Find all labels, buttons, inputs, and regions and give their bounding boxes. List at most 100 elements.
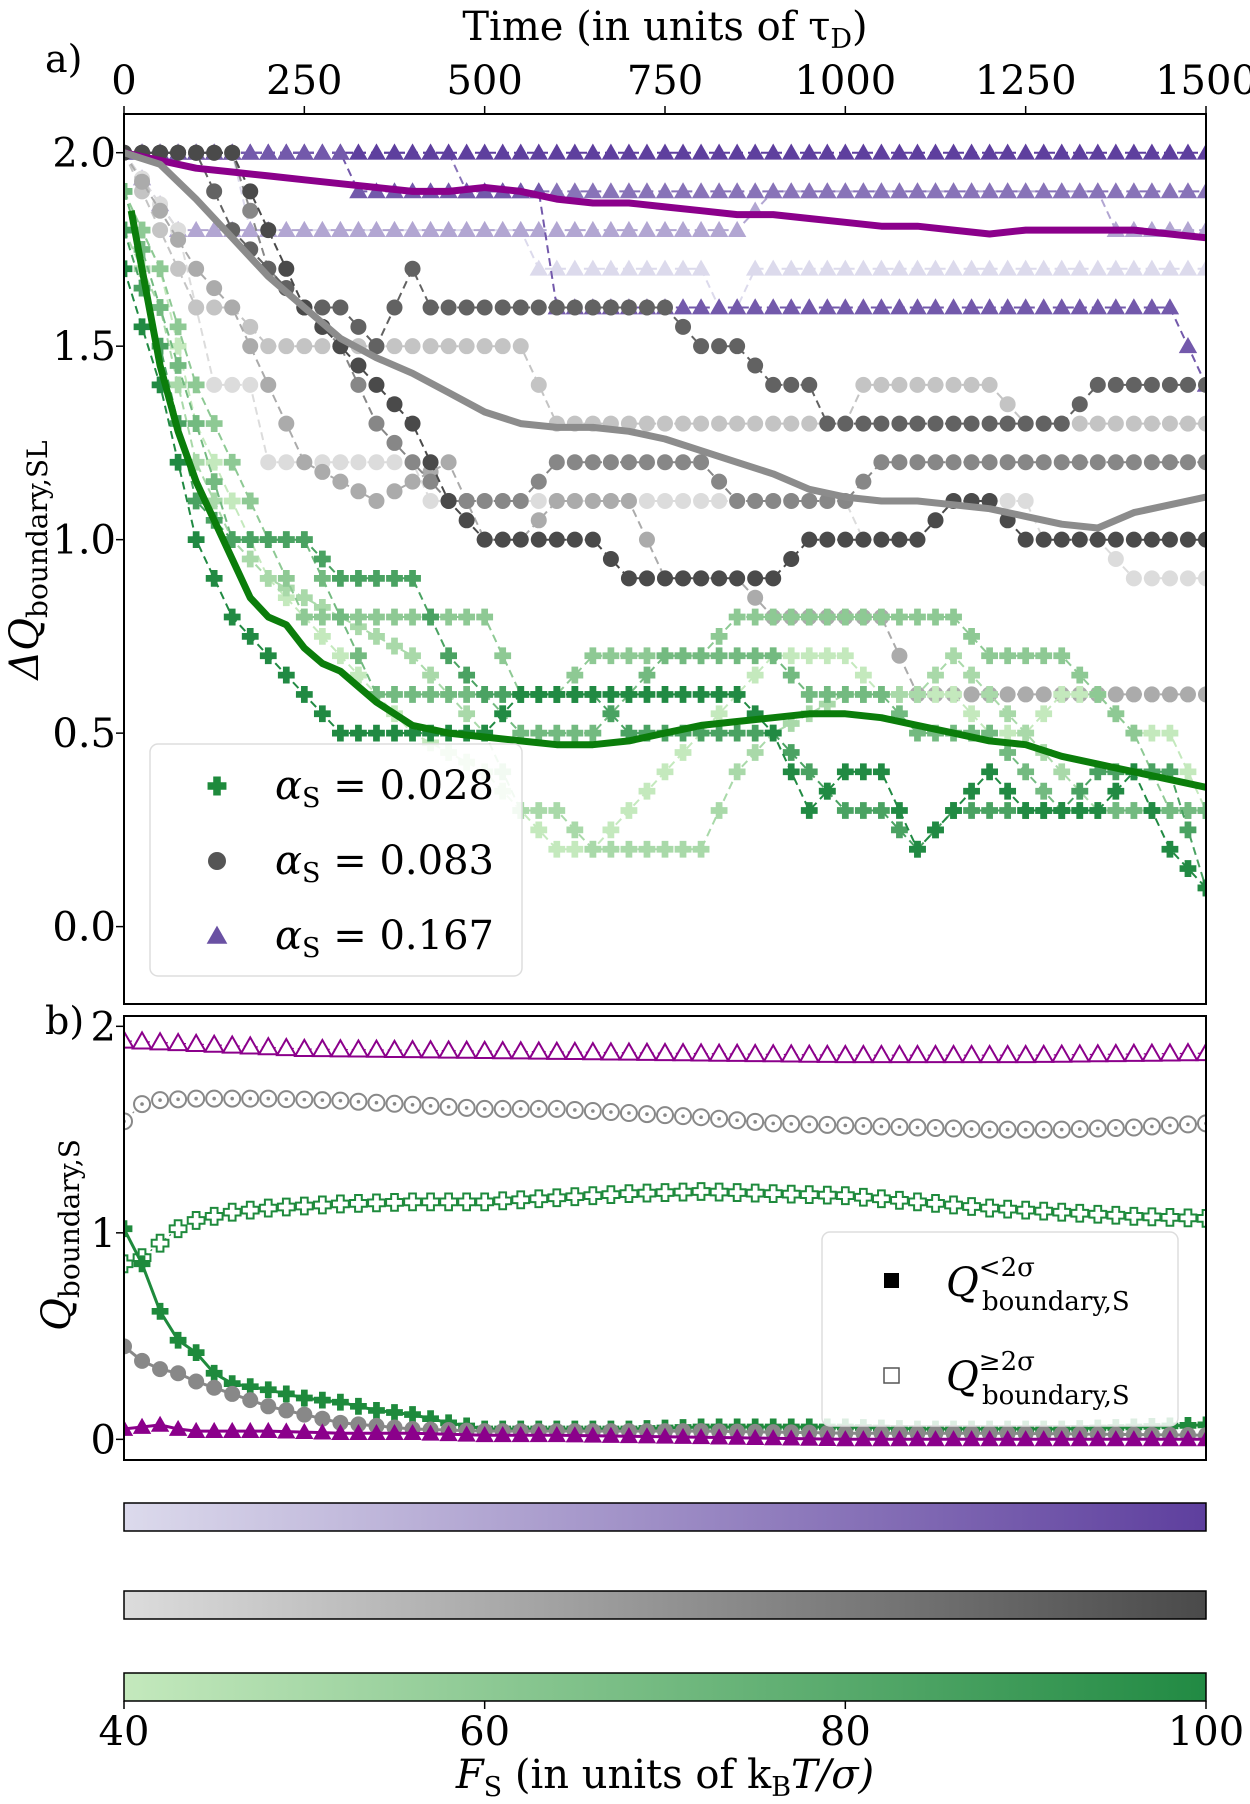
run-point-0.167-40-46 [944, 259, 963, 276]
run-point-0.028-70-47 [963, 724, 980, 742]
b-point-5-38 [800, 1429, 819, 1446]
legend-entry-q-ge-2sigma: Q≥2σ boundary,S [946, 1347, 1130, 1411]
run-point-0.083-50-46 [945, 376, 962, 393]
run-point-0.028-85-2 [151, 337, 169, 355]
run-point-0.083-100-18 [440, 492, 457, 509]
run-point-0.167-90-51 [1034, 298, 1053, 315]
run-point-0.028-60-7 [241, 492, 259, 510]
b-point-5-53 [1070, 1430, 1089, 1447]
run-point-0.083-100-16 [404, 415, 421, 432]
run-point-0.083-100-52 [1053, 531, 1070, 548]
b-point-5-36 [764, 1429, 783, 1446]
b-point-1-37-dot [789, 1122, 794, 1126]
run-point-0.083-50-36 [765, 415, 782, 432]
run-point-0.083-75-27 [602, 454, 619, 471]
run-point-0.028-100-6 [223, 608, 241, 626]
b-point-3-0 [124, 1220, 133, 1238]
run-point-0.028-70-56 [1125, 802, 1143, 819]
run-point-0.028-70-0 [124, 182, 133, 200]
run-point-0.083-100-51 [1035, 531, 1052, 548]
run-point-0.083-50-29 [638, 415, 655, 432]
run-point-0.167-100-51 [1034, 143, 1053, 160]
run-point-0.083-75-7 [242, 202, 259, 219]
run-point-0.028-100-7 [241, 627, 259, 645]
run-point-0.167-60-9 [277, 220, 296, 237]
run-point-0.028-40-53 [1071, 686, 1089, 703]
run-point-0.083-50-15 [386, 338, 403, 355]
run-point-0.083-100-39 [819, 531, 836, 548]
run-point-0.167-80-37 [782, 182, 801, 199]
b-point-2-28 [619, 1184, 639, 1203]
run-point-0.083-60-3 [170, 231, 187, 248]
run-point-0.028-70-50 [1017, 763, 1035, 781]
run-point-0.083-100-53 [1071, 531, 1088, 548]
run-point-0.028-85-54 [1089, 763, 1107, 781]
run-point-0.167-80-31 [673, 182, 693, 199]
run-point-0.083-100-44 [909, 531, 926, 548]
run-point-0.083-60-6 [224, 299, 241, 316]
run-point-0.167-90-44 [908, 298, 927, 315]
run-point-0.167-100-46 [944, 143, 963, 160]
run-point-0.028-40-28 [620, 802, 638, 819]
run-point-0.167-40-30 [655, 259, 675, 276]
b-point-1-16-dot [410, 1103, 415, 1107]
run-point-0.028-50-26 [584, 840, 602, 858]
run-point-0.028-50-31 [674, 840, 692, 858]
b-point-5-6 [223, 1421, 242, 1438]
run-point-0.167-80-53 [1070, 182, 1089, 199]
b-ytick-label-1: 1 [91, 1211, 116, 1257]
run-point-0.083-100-31 [675, 570, 692, 587]
run-point-0.028-100-11 [313, 705, 331, 723]
run-point-0.167-100-30 [655, 143, 675, 160]
b-point-5-41 [854, 1430, 873, 1447]
run-point-0.167-90-42 [872, 298, 891, 315]
run-point-0.167-90-43 [890, 298, 909, 315]
run-point-0.083-100-5 [206, 144, 223, 161]
run-point-0.167-90-45 [926, 298, 945, 315]
run-point-0.028-40-11 [313, 627, 331, 645]
b-point-5-19 [457, 1425, 476, 1442]
run-point-0.083-40-57 [1143, 570, 1160, 587]
b-point-0-35 [744, 1042, 767, 1063]
run-point-0.028-50-45 [927, 666, 944, 684]
run-point-0.083-75-60 [1198, 454, 1206, 471]
run-point-0.167-80-32 [691, 182, 711, 199]
run-point-0.167-100-17 [421, 143, 440, 160]
run-point-0.083-50-42 [873, 376, 890, 393]
run-point-0.028-85-53 [1071, 782, 1089, 800]
run-point-0.083-50-60 [1198, 415, 1206, 432]
b-point-4-6 [224, 1385, 241, 1402]
legend-entry-alpha-0028: αS = 0.028 [275, 763, 494, 814]
b-point-3-5 [205, 1364, 223, 1382]
b-point-1-48-dot [987, 1127, 992, 1132]
run-point-0.028-85-8 [259, 531, 277, 549]
run-point-0.028-85-41 [854, 802, 872, 819]
run-point-0.028-40-39 [818, 647, 836, 665]
b-point-5-43 [890, 1430, 909, 1447]
run-point-0.083-60-26 [584, 492, 601, 509]
b-point-1-25-dot [573, 1108, 577, 1112]
run-point-0.028-100-25 [566, 686, 584, 703]
run-point-0.028-50-7 [241, 550, 259, 568]
run-point-0.028-85-20 [476, 686, 494, 703]
run-point-0.083-75-25 [566, 454, 583, 471]
b-point-1-59-dot [1186, 1122, 1190, 1127]
run-point-0.028-100-3 [169, 453, 187, 471]
run-point-0.083-90-55 [1107, 376, 1124, 393]
run-point-0.083-40-23 [530, 492, 547, 509]
b-point-1-54-dot [1096, 1126, 1100, 1131]
b-point-2-7 [240, 1200, 260, 1220]
b-point-0-17 [419, 1039, 442, 1059]
a-ytick-label-0: 0.0 [52, 905, 116, 951]
b-point-3-10 [295, 1389, 313, 1407]
run-point-0.028-85-28 [620, 724, 638, 742]
b-point-1-12-dot [338, 1098, 343, 1103]
run-point-0.028-70-51 [1035, 782, 1053, 800]
run-point-0.083-50-37 [783, 415, 800, 432]
panel-a-legend: αS = 0.028 αS = 0.083 αS = 0.167 [149, 743, 523, 977]
run-point-0.028-100-29 [638, 686, 656, 703]
run-point-0.028-85-11 [313, 550, 331, 568]
b-point-2-3 [168, 1219, 188, 1239]
run-point-0.028-70-31 [674, 647, 692, 665]
run-point-0.028-100-47 [963, 782, 980, 800]
